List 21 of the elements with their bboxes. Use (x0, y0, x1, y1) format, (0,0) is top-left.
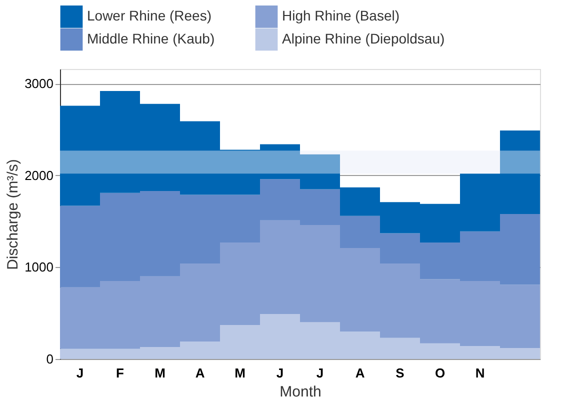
x-tick-label: A (355, 366, 366, 380)
x-tick-label: S (396, 366, 405, 380)
legend-label: High Rhine (Basel) (282, 8, 400, 24)
x-axis-title: Month (280, 384, 322, 400)
x-tick-label: F (116, 366, 124, 380)
legend-label: Middle Rhine (Kaub) (87, 30, 215, 46)
legend-label: Lower Rhine (Rees) (87, 8, 212, 24)
x-tick-label: M (234, 366, 246, 380)
x-tick-label: J (276, 366, 284, 380)
y-tick-label: 1000 (24, 260, 54, 275)
y-tick-label: 3000 (24, 76, 54, 92)
y-tick-label: 0 (46, 352, 54, 366)
x-tick-label: M (154, 366, 166, 380)
y-axis-title: Discharge (m³/s) (4, 159, 22, 270)
x-tick-label: N (475, 366, 485, 380)
x-tick-label: A (195, 366, 206, 380)
x-tick-label: J (76, 366, 84, 380)
x-tick-label: J (316, 366, 324, 380)
legend-label: Alpine Rhine (Diepoldsau) (282, 30, 445, 46)
y-tick-label: 2000 (24, 168, 54, 183)
x-tick-label: O (434, 366, 446, 380)
